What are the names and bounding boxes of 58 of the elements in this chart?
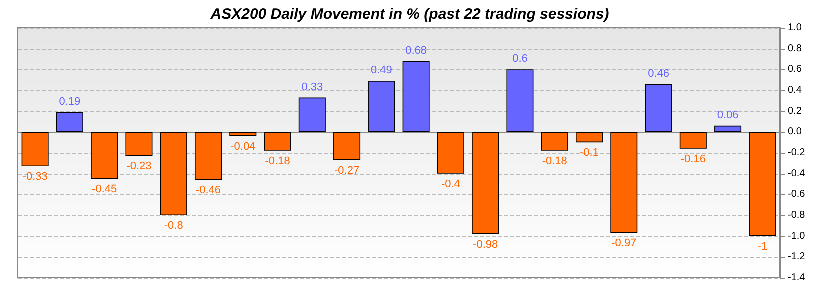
- bar: [714, 126, 742, 132]
- data-label: -0.04: [230, 140, 256, 153]
- y-tick-label: -1.0: [788, 230, 806, 242]
- bar: [437, 132, 464, 174]
- data-label: -0.1: [580, 147, 599, 160]
- bar: [402, 61, 430, 132]
- data-label: 0.68: [406, 44, 428, 57]
- data-label: -0.45: [92, 184, 118, 196]
- bar: [576, 132, 604, 143]
- y-tick-label: 0.2: [788, 106, 802, 117]
- bar: [160, 132, 188, 216]
- bar: [645, 84, 672, 132]
- bar: [194, 132, 222, 180]
- y-tick-label: 0.6: [788, 64, 802, 76]
- bar: [56, 112, 84, 132]
- data-label: 0.06: [717, 109, 739, 122]
- y-tick-label: 0.4: [788, 85, 802, 96]
- data-label: -0.8: [164, 220, 184, 232]
- y-tick-label: 0.8: [788, 43, 802, 54]
- y-tick-label: -0.4: [788, 168, 806, 180]
- data-label: 0.46: [648, 68, 670, 80]
- data-label: -0.4: [441, 178, 460, 190]
- y-tick-label: 0.0: [788, 126, 802, 138]
- bar: [264, 132, 292, 151]
- data-label: -0.23: [126, 160, 152, 173]
- bar: [91, 132, 118, 180]
- y-tick-label: -0.2: [788, 148, 806, 158]
- y-tick-label: 1.0: [788, 22, 802, 34]
- data-label: -0.46: [196, 184, 222, 197]
- data-label: -0.16: [680, 153, 706, 166]
- bar: [749, 132, 776, 236]
- data-label: 0.19: [59, 96, 81, 108]
- bar: [334, 132, 361, 160]
- y-tick-label: -1.4: [788, 272, 806, 284]
- bar: [541, 132, 568, 151]
- data-label: 0.6: [512, 53, 528, 66]
- bar: [680, 132, 707, 149]
- data-label: -0.97: [612, 238, 637, 250]
- bar: [22, 132, 49, 167]
- bar: [126, 132, 153, 156]
- bar: [230, 132, 257, 136]
- data-label: -0.27: [334, 164, 360, 177]
- bar: [610, 132, 638, 234]
- bar: [368, 81, 396, 132]
- data-label: -0.33: [22, 171, 48, 184]
- bar: [506, 70, 534, 132]
- y-tick-label: -0.8: [788, 210, 806, 221]
- y-tick-label: -1.2: [788, 252, 806, 263]
- bar: [298, 98, 326, 132]
- data-label: -0.18: [542, 155, 568, 168]
- bar: [472, 132, 500, 234]
- data-label: -1: [758, 240, 768, 253]
- chart-title: ASX200 Daily Movement in % (past 22 trading sessions): [210, 6, 610, 23]
- data-label: -0.18: [265, 155, 290, 168]
- y-tick-label: -0.6: [788, 189, 806, 200]
- data-label: 0.33: [302, 81, 324, 94]
- data-label: -0.98: [473, 238, 498, 251]
- data-label: 0.49: [370, 64, 392, 77]
